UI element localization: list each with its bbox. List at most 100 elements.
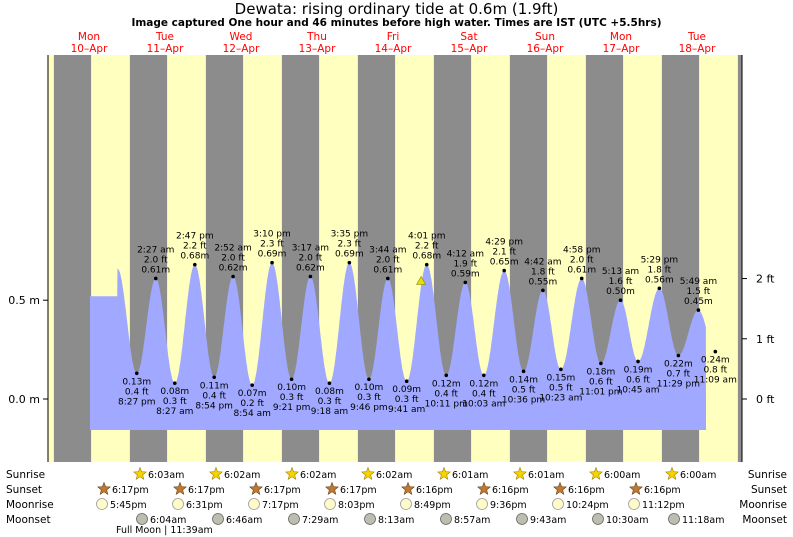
tide-point <box>463 280 468 285</box>
astro-label-right: Moonrise <box>739 499 787 511</box>
tide-m-label: 0.68m <box>180 252 209 262</box>
moonrise-icon <box>552 498 564 510</box>
astro-label-left: Moonrise <box>6 499 54 511</box>
sunset-icon <box>173 481 187 495</box>
tide-ft-label: 2.2 ft <box>183 242 207 252</box>
tide-point <box>482 373 486 378</box>
tide-ft-label: 0.3 ft <box>395 395 419 405</box>
astro-time-moonrise: 8:49pm <box>414 500 451 511</box>
tide-ft-label: 1.8 ft <box>531 267 555 277</box>
right-tick-label: 2 ft <box>756 273 775 286</box>
astro-time-sunrise: 6:00am <box>604 470 640 481</box>
tide-m-label: 0.56m <box>645 275 674 285</box>
tide-point <box>367 377 371 382</box>
astro-time-sunrise: 6:01am <box>452 470 488 481</box>
tide-ft-label: 0.5 ft <box>512 385 536 395</box>
tide-m-label: 0.08m <box>315 387 344 397</box>
tide-point <box>618 298 623 303</box>
sunrise-icon <box>665 466 679 480</box>
astro-time-sunrise: 6:02am <box>376 470 412 481</box>
tide-time-label: 4:58 pm <box>563 245 601 255</box>
tide-m-label: 0.09m <box>392 385 421 395</box>
sunset-icon <box>325 481 339 495</box>
astro-time-sunrise: 6:02am <box>300 470 336 481</box>
sunrise-icon <box>133 466 147 480</box>
tide-point <box>521 369 526 374</box>
astro-time-sunset: 6:17pm <box>188 485 225 496</box>
current-tide-marker <box>416 275 427 285</box>
tide-time-label: 5:13 am <box>602 267 639 277</box>
moonset-icon <box>440 513 452 525</box>
tide-ft-label: 2.2 ft <box>415 242 439 252</box>
tide-m-label: 0.65m <box>490 258 519 268</box>
moonrise-icon <box>172 498 184 510</box>
tide-time-label: 4:01 pm <box>408 232 446 242</box>
astro-time-sunset: 6:16pm <box>492 485 529 496</box>
tide-point <box>541 288 545 293</box>
tide-point <box>250 383 254 387</box>
moonrise-icon <box>248 498 260 510</box>
tide-m-label: 0.69m <box>258 250 287 260</box>
day-header-date: 12–Apr <box>223 43 260 55</box>
tide-ft-label: 1.5 ft <box>687 287 711 297</box>
tide-time-label: 4:42 am <box>524 257 561 267</box>
tide-point <box>676 353 681 358</box>
astro-time-sunrise: 6:03am <box>148 470 184 481</box>
tide-time-label: 9:18 am <box>311 407 348 417</box>
astro-time-moonrise: 8:03pm <box>338 500 375 511</box>
tide-m-label: 0.10m <box>277 383 306 393</box>
tide-ft-label: 2.3 ft <box>260 240 284 250</box>
night-band <box>53 55 92 462</box>
tide-m-label: 0.59m <box>451 269 480 279</box>
tide-point <box>636 359 640 364</box>
sunrise-icon <box>361 466 375 480</box>
tide-time-label: 4:12 am <box>447 249 484 259</box>
tide-ft-label: 0.3 ft <box>357 393 381 403</box>
day-header-date: 17–Apr <box>603 43 640 55</box>
chart-subtitle: Image captured One hour and 46 minutes b… <box>131 17 662 29</box>
astro-time-sunset: 6:17pm <box>340 485 377 496</box>
tide-point <box>424 262 429 267</box>
tide-ft-label: 2.0 ft <box>376 255 400 265</box>
astro-time-moonrise: 11:12pm <box>642 500 685 511</box>
tide-m-label: 0.62m <box>219 263 248 273</box>
moonrise-icon <box>324 498 336 510</box>
sunrise-icon <box>209 466 223 480</box>
moonrise-icon <box>476 498 488 510</box>
moonrise-icon <box>400 498 412 510</box>
tide-ft-label: 2.0 ft <box>144 255 168 265</box>
astro-label-left: Sunrise <box>6 469 45 481</box>
tide-point <box>404 379 409 384</box>
tide-m-label: 0.69m <box>335 250 364 260</box>
day-header-dow: Thu <box>306 31 327 43</box>
astro-label-left: Sunset <box>6 484 42 496</box>
astro-time-sunrise: 6:00am <box>680 470 716 481</box>
tide-point <box>386 276 390 281</box>
tide-time-label: 8:27 pm <box>118 397 156 407</box>
astro-time-moonset: 6:04am <box>150 515 186 526</box>
astro-label-right: Sunset <box>751 484 787 496</box>
night-band <box>737 55 742 462</box>
moonset-icon <box>136 513 148 525</box>
moonset-icon <box>516 513 528 525</box>
tide-time-label: 2:47 pm <box>176 232 214 242</box>
tide-point <box>713 349 718 354</box>
tide-point <box>657 286 662 291</box>
day-header-dow: Fri <box>387 31 400 43</box>
day-header-date: 18–Apr <box>679 43 716 55</box>
tide-time-label: 11:29 pm <box>657 380 700 390</box>
day-header-dow: Tue <box>687 31 706 43</box>
sunrise-icon <box>437 466 451 480</box>
astro-time-moonset: 8:57am <box>454 515 490 526</box>
tide-ft-label: 0.4 ft <box>125 387 149 397</box>
tide-time-label: 9:21 pm <box>273 403 311 413</box>
tide-m-label: 0.68m <box>412 252 441 262</box>
tide-point <box>193 262 197 267</box>
tide-time-label: 2:27 am <box>137 245 174 255</box>
tide-ft-label: 2.0 ft <box>299 253 323 263</box>
tide-ft-label: 2.1 ft <box>492 248 516 258</box>
tide-m-label: 0.61m <box>373 265 402 275</box>
sunset-icon <box>97 481 111 495</box>
astro-time-sunset: 6:16pm <box>416 485 453 496</box>
